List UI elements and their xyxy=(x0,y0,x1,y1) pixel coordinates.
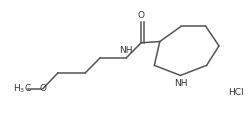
Text: NH: NH xyxy=(120,46,133,55)
Text: O: O xyxy=(138,11,145,20)
Text: H$_3$C: H$_3$C xyxy=(13,82,32,95)
Text: NH: NH xyxy=(174,79,187,88)
Text: HCl: HCl xyxy=(228,88,244,97)
Text: O: O xyxy=(40,84,46,93)
